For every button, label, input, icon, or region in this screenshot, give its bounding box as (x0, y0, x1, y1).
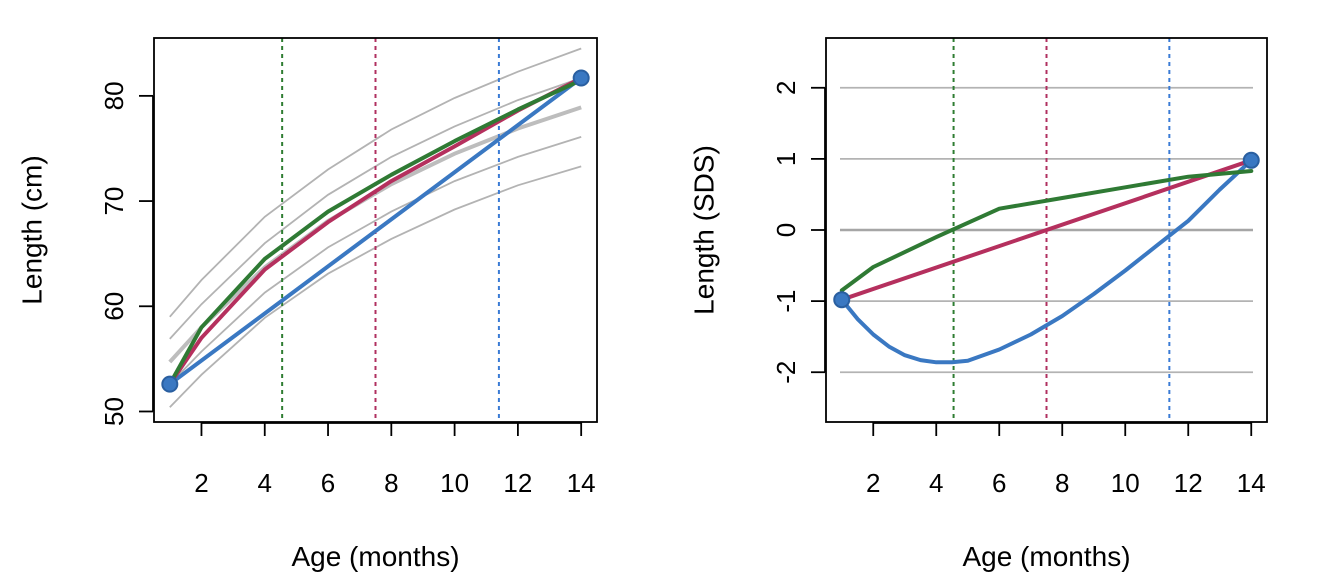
y-axis-title: Length (SDS) (689, 145, 720, 315)
chart-panel-1: 2 4 6 8 10 12 14 50 60 70 80 Age (months) Length (cm… (17, 37, 598, 572)
x-tick-label-6: 6 (992, 468, 1006, 498)
y-tick-label-0: 0 (771, 223, 801, 237)
reference-curve-1 (169, 47, 582, 318)
x-tick-label-14: 14 (1237, 468, 1266, 498)
series-line-3 (167, 78, 584, 387)
series-line-1 (167, 76, 584, 387)
y-axis-title: Length (cm) (17, 155, 48, 304)
y-tick-label-50: 50 (99, 397, 129, 426)
data-point-1 (161, 375, 179, 393)
series-line-1 (839, 158, 1254, 365)
x-tick-label-8: 8 (384, 468, 398, 498)
plot-area (161, 38, 590, 422)
reference-curve-5 (169, 165, 582, 408)
y-tick-label--1: -1 (771, 290, 801, 313)
y-tick-label-1: 1 (771, 152, 801, 166)
plot-frame (153, 37, 598, 423)
data-point-1 (833, 291, 851, 309)
series-line-3 (839, 169, 1254, 293)
x-tick-label-4: 4 (258, 468, 272, 498)
x-tick-label-14: 14 (567, 468, 596, 498)
y-tick-label-2: 2 (771, 81, 801, 95)
data-point-2 (1242, 151, 1260, 169)
x-tick-label-8: 8 (1055, 468, 1069, 498)
series-line-2 (839, 158, 1254, 302)
x-tick-label-4: 4 (929, 468, 943, 498)
x-tick-label-12: 12 (1174, 468, 1203, 498)
x-axis-title: Age (months) (291, 541, 459, 572)
x-tick-label-2: 2 (194, 468, 208, 498)
x-tick-label-2: 2 (866, 468, 880, 498)
x-tick-label-6: 6 (321, 468, 335, 498)
plot-area (833, 38, 1260, 422)
y-tick-label-70: 70 (99, 187, 129, 216)
y-tick-label--2: -2 (771, 361, 801, 384)
plot-frame (825, 37, 1268, 423)
reference-curve-2 (169, 77, 582, 340)
data-point-2 (572, 69, 590, 87)
x-axis-title: Age (months) (962, 541, 1130, 572)
reference-curve-4 (169, 136, 582, 385)
x-tick-label-10: 10 (440, 468, 469, 498)
y-tick-label-60: 60 (99, 292, 129, 321)
x-tick-label-12: 12 (503, 468, 532, 498)
y-tick-label-80: 80 (99, 81, 129, 110)
x-tick-label-10: 10 (1111, 468, 1140, 498)
